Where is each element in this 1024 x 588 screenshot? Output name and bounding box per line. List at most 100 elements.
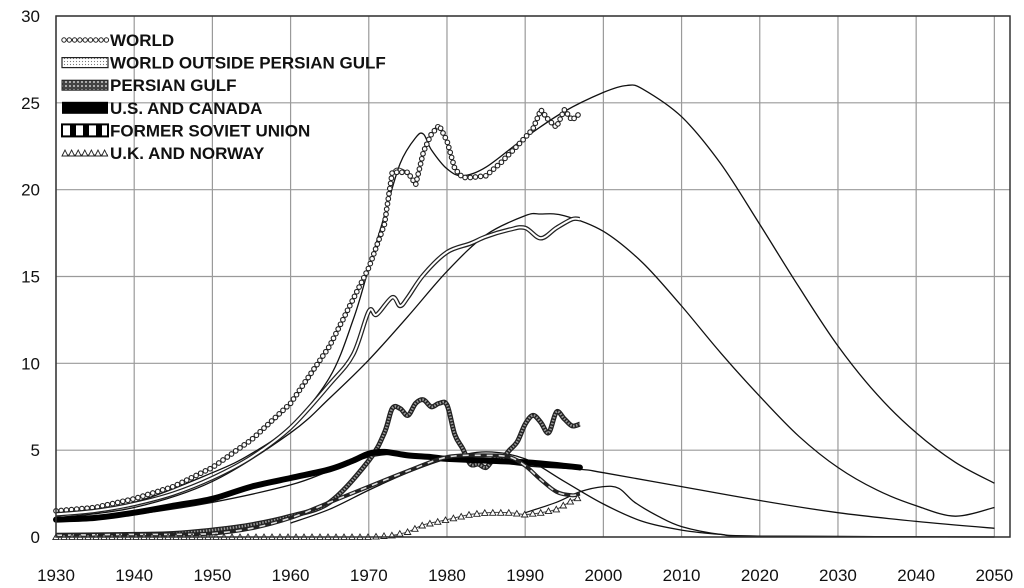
world-point: [418, 155, 425, 162]
world-point: [428, 131, 434, 138]
world-point: [399, 169, 405, 176]
world-point: [450, 159, 456, 166]
world-point: [356, 284, 362, 290]
world-point: [538, 107, 545, 114]
uk-norway-point: [433, 517, 442, 525]
world-point: [472, 174, 479, 180]
world-point: [140, 493, 146, 499]
world-point: [253, 432, 260, 439]
x-tick-label: 1940: [115, 566, 153, 585]
world-point: [412, 181, 419, 187]
world-point: [477, 173, 484, 180]
world-point: [389, 170, 395, 176]
world-point: [415, 171, 422, 177]
y-tick-label: 25: [21, 94, 40, 113]
world-point: [314, 361, 320, 368]
world-point: [447, 149, 454, 156]
world-point: [283, 403, 290, 410]
uk-norway-point: [418, 521, 427, 529]
legend-item-world-outside-persian-gulf: WORLD OUTSIDE PERSIAN GULF: [61, 54, 386, 73]
world-point: [384, 201, 391, 207]
world-point: [505, 151, 512, 158]
uk-norway-point: [465, 510, 473, 518]
world-point: [257, 428, 264, 435]
plot-frame: [55, 15, 1011, 538]
y-tick-label: 0: [31, 528, 40, 547]
world-point: [351, 293, 358, 300]
legend-item-world: WORLD: [61, 31, 174, 50]
world-point: [369, 255, 375, 262]
x-tick-label: 2030: [819, 566, 857, 585]
uk-norway-point: [488, 508, 497, 516]
uk-norway-point: [472, 509, 481, 517]
world-point: [448, 154, 455, 161]
world-point: [308, 370, 314, 377]
world-point: [104, 501, 111, 508]
world-point: [353, 288, 360, 295]
world-point: [541, 111, 548, 118]
uk-norway-point: [410, 524, 419, 532]
world-point: [193, 472, 199, 479]
series-layer: [52, 84, 995, 541]
world-point: [245, 439, 252, 445]
world-point: [293, 391, 300, 398]
world-point: [241, 442, 248, 448]
world-point: [509, 148, 516, 154]
world-point: [557, 116, 563, 122]
world-point: [215, 460, 222, 466]
world-point: [305, 374, 312, 381]
world-point: [144, 491, 151, 498]
uk-norway-point: [512, 509, 521, 517]
world-point: [374, 241, 381, 247]
world-point: [383, 206, 390, 212]
world-point: [376, 236, 382, 243]
world-point: [426, 136, 432, 143]
world-point: [383, 211, 389, 218]
world-point: [328, 340, 335, 346]
u-s-and-canada-series: [53, 448, 583, 523]
world-point: [414, 176, 420, 182]
legend-label: FORMER SOVIET UNION: [110, 121, 310, 140]
world-point: [467, 174, 474, 181]
y-tick-label: 15: [21, 268, 40, 287]
legend-item-u-k-and-norway: U.K. AND NORWAY: [61, 144, 265, 163]
y-tick-label: 5: [31, 441, 40, 460]
x-tick-label: 1930: [37, 566, 75, 585]
former-soviet-union-fitted-line: [290, 451, 995, 538]
world-point: [372, 246, 379, 252]
uk-norway-point: [520, 510, 529, 518]
world-point: [523, 133, 530, 139]
world-point: [513, 144, 519, 151]
world-point: [174, 481, 181, 488]
legend-marker: [77, 37, 83, 43]
y-tick-label: 20: [21, 181, 40, 200]
legend-marker: [98, 37, 104, 43]
world-point: [249, 435, 256, 442]
world-point: [386, 185, 393, 192]
world-outside-persian-gulf-series: [55, 216, 581, 517]
world-point: [322, 348, 329, 355]
world-point: [296, 387, 303, 394]
world-point: [530, 125, 537, 131]
legend-item-u-s-and-canada: U.S. AND CANADA: [62, 99, 262, 118]
world-point: [109, 500, 116, 507]
world-outside-persian-gulf-line-inner: [55, 217, 581, 516]
world-point: [445, 144, 452, 151]
world-point: [494, 162, 501, 169]
world-point: [379, 226, 386, 233]
uk-norway-point: [441, 516, 450, 524]
uk-norway-point: [403, 527, 412, 535]
world-point: [346, 302, 353, 309]
world-point: [349, 298, 356, 304]
world-point: [114, 499, 121, 506]
world-outside-persian-gulf-fitted-line: [55, 212, 995, 519]
world-point: [423, 141, 430, 148]
world-point: [520, 136, 526, 143]
world-point: [264, 421, 271, 428]
world-point: [276, 411, 283, 417]
x-tick-label: 2010: [663, 566, 701, 585]
y-tick-label: 10: [21, 354, 40, 373]
world-point: [378, 231, 384, 238]
legend-swatch: [62, 101, 108, 114]
world-point: [534, 115, 541, 122]
